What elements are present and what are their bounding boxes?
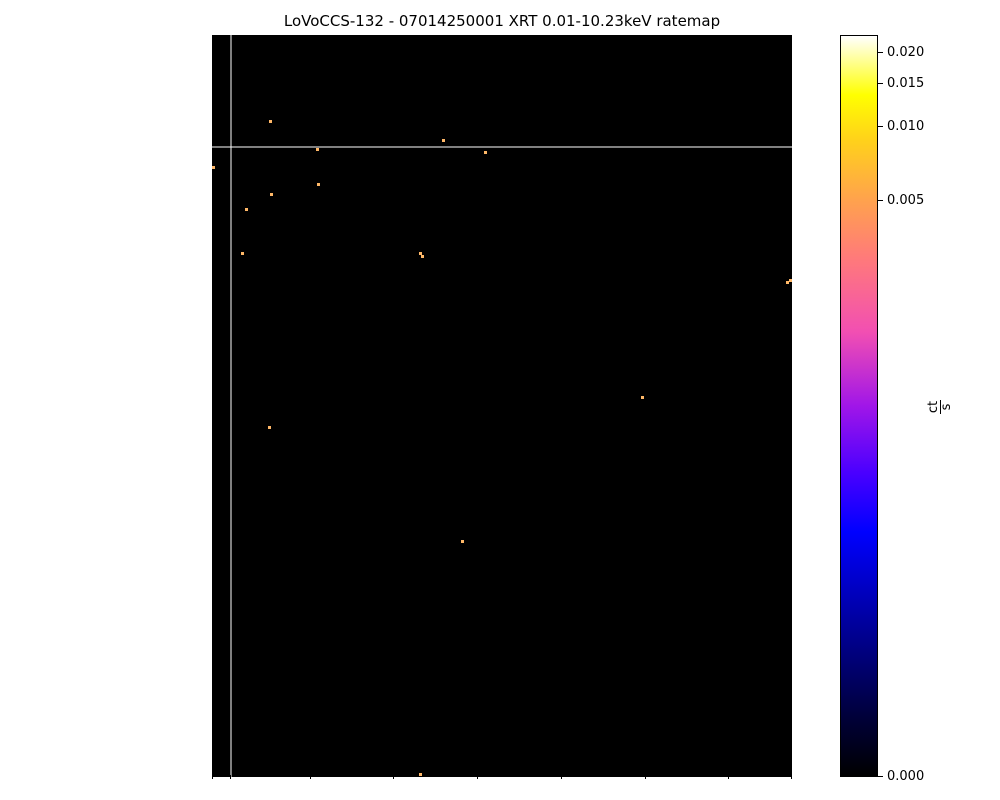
x-tick [791, 775, 792, 779]
x-tick [561, 775, 562, 779]
x-tick [477, 775, 478, 779]
count-pixel [484, 151, 487, 154]
x-tick [728, 775, 729, 779]
x-tick [212, 775, 213, 779]
count-pixel [268, 426, 271, 429]
colorbar [840, 35, 878, 777]
count-pixel [419, 773, 422, 776]
colorbar-label: ct s [926, 397, 954, 417]
ratemap-image [212, 35, 792, 777]
count-pixel [786, 281, 789, 284]
ratemap-background [212, 35, 792, 777]
count-pixel [317, 183, 320, 186]
count-pixel [641, 396, 644, 399]
count-pixel [442, 139, 445, 142]
colorbar-gradient [841, 36, 877, 776]
count-pixel [316, 148, 319, 151]
count-pixel [421, 255, 424, 258]
count-pixels [212, 120, 792, 776]
count-pixel [789, 279, 792, 282]
colorbar-label-denominator: s [939, 403, 954, 411]
count-pixel [245, 208, 248, 211]
x-tick [310, 775, 311, 779]
chart-title: LoVoCCS-132 - 07014250001 XRT 0.01-10.23… [283, 12, 721, 30]
count-pixel [461, 540, 464, 543]
x-tick [230, 775, 231, 779]
colorbar-tick: 0.010 [878, 120, 924, 133]
count-pixel [419, 252, 422, 255]
count-pixel [241, 252, 244, 255]
colorbar-tick: 0.005 [878, 194, 924, 207]
x-tick [393, 775, 394, 779]
colorbar-tick: 0.015 [878, 77, 924, 90]
count-pixel [269, 120, 272, 123]
x-tick [645, 775, 646, 779]
count-pixel [270, 193, 273, 196]
count-pixel [212, 166, 215, 169]
colorbar-tick: 0.000 [878, 770, 924, 783]
ratemap-canvas [212, 35, 792, 777]
colorbar-tick: 0.020 [878, 46, 924, 59]
